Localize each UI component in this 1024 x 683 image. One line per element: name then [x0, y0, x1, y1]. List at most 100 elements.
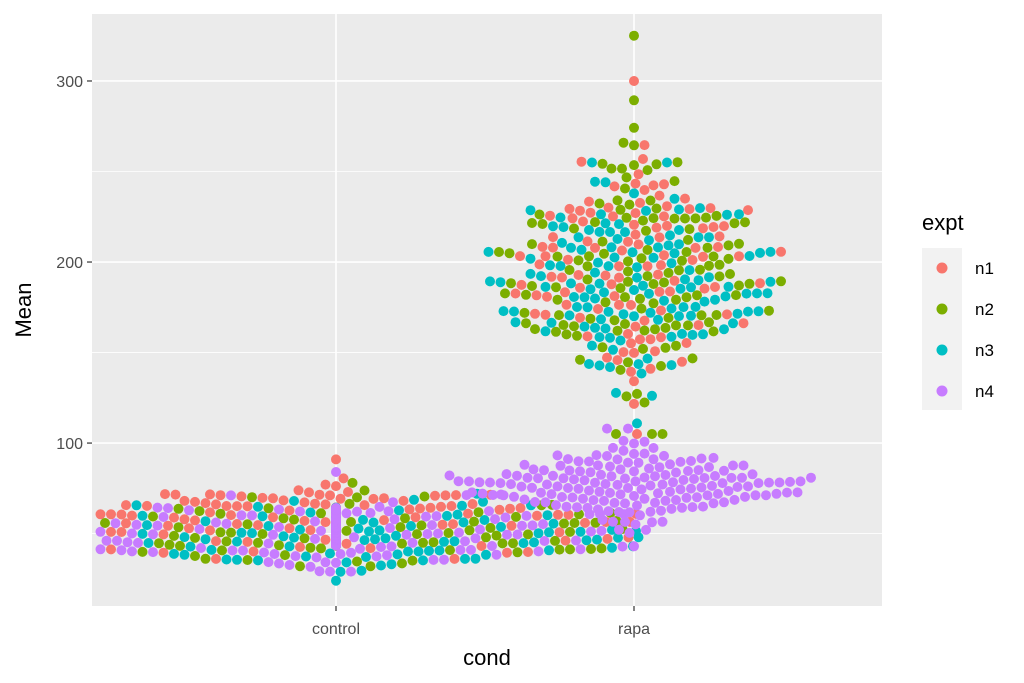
point-n4-rapa: [579, 475, 590, 486]
x-axis-title: cond: [463, 645, 511, 670]
point-n2-rapa: [623, 276, 633, 287]
point-n4-rapa: [750, 490, 761, 501]
point-n2-control: [295, 561, 305, 572]
point-n2-control: [418, 537, 428, 548]
point-n1-control: [398, 495, 409, 506]
legend-label-n3: n3: [975, 341, 994, 360]
point-n3-control: [544, 527, 554, 538]
point-n1-rapa: [542, 291, 552, 302]
point-n3-control: [481, 549, 491, 560]
point-n4-rapa: [464, 476, 474, 487]
point-n4-control: [305, 561, 316, 572]
point-n4-rapa: [633, 457, 644, 468]
point-n3-rapa: [593, 257, 603, 268]
point-n1-rapa: [567, 213, 578, 224]
point-n2-control: [523, 529, 533, 540]
point-n1-control: [440, 490, 451, 501]
point-n3-rapa: [762, 288, 773, 299]
point-n4-control: [127, 528, 137, 539]
point-n4-control: [365, 508, 376, 518]
point-n1-control: [305, 525, 316, 536]
point-n3-rapa: [693, 275, 704, 286]
point-n2-rapa: [687, 353, 698, 364]
point-n1-rapa: [560, 287, 570, 298]
point-n1-control: [121, 518, 131, 529]
point-n4-rapa: [635, 510, 645, 521]
point-n1-rapa: [734, 251, 744, 262]
point-n2-control: [154, 538, 164, 549]
point-n1-rapa: [681, 338, 692, 348]
point-n1-rapa: [614, 299, 624, 310]
point-n1-rapa: [639, 140, 650, 151]
point-n4-rapa: [713, 488, 723, 499]
point-n1-control: [331, 454, 341, 465]
point-n4-rapa: [615, 489, 626, 500]
point-n2-rapa: [672, 157, 683, 168]
point-n3-rapa: [594, 278, 605, 289]
point-n4-control: [158, 512, 169, 522]
point-n4-control: [325, 566, 335, 577]
point-n2-rapa: [620, 292, 630, 303]
point-n4-rapa: [605, 461, 615, 472]
point-n1-rapa: [593, 304, 603, 314]
point-n4-rapa: [567, 492, 578, 503]
point-n1-control: [190, 496, 200, 507]
point-n4-control: [539, 536, 550, 546]
point-n2-control: [485, 522, 496, 533]
point-n4-control: [112, 535, 122, 546]
legend-key-n2: [936, 303, 948, 315]
point-n4-control: [455, 545, 466, 555]
point-n3-rapa: [587, 340, 597, 351]
point-n1-rapa: [575, 205, 585, 216]
point-n1-control: [299, 515, 310, 526]
point-n2-rapa: [552, 251, 563, 262]
point-n3-control: [143, 538, 154, 548]
point-n4-rapa: [719, 497, 729, 508]
point-n4-rapa: [620, 473, 630, 484]
point-n4-rapa: [629, 438, 639, 449]
point-n2-rapa: [597, 342, 608, 353]
point-n1-control: [304, 487, 314, 498]
point-n1-rapa: [623, 328, 633, 339]
point-n4-rapa: [603, 506, 614, 517]
point-n4-control: [371, 551, 382, 562]
point-n4-rapa: [551, 500, 561, 511]
point-n4-control: [196, 543, 206, 553]
point-n1-rapa: [623, 236, 633, 247]
point-n3-control: [137, 510, 148, 521]
point-n4-rapa: [665, 486, 675, 497]
legend-label-n2: n2: [975, 300, 994, 319]
point-n2-control: [428, 537, 439, 548]
point-n1-rapa: [662, 201, 672, 212]
point-n2-control: [137, 546, 148, 557]
point-n4-rapa: [639, 436, 650, 447]
point-n4-control: [95, 544, 106, 555]
point-n1-control: [221, 501, 232, 511]
point-n3-rapa: [675, 283, 686, 294]
point-n4-control: [439, 554, 449, 565]
point-n1-control: [320, 499, 331, 510]
point-n4-control: [491, 549, 502, 560]
point-n1-control: [163, 520, 173, 531]
point-n2-control: [242, 555, 253, 565]
point-n4-rapa: [792, 487, 803, 498]
point-n2-control: [397, 538, 407, 549]
point-n1-control: [560, 535, 571, 546]
point-n2-rapa: [611, 429, 621, 439]
y-tick-label: 200: [56, 255, 83, 272]
point-n4-control: [383, 506, 394, 517]
point-n3-control: [325, 548, 335, 559]
point-n2-rapa: [521, 289, 531, 300]
point-n1-control: [343, 487, 353, 497]
legend-label-n4: n4: [975, 382, 994, 401]
point-n4-rapa: [743, 481, 753, 492]
point-n4-control: [331, 503, 341, 513]
point-n4-rapa: [614, 524, 624, 535]
point-n1-rapa: [515, 251, 525, 262]
point-n4-rapa: [660, 470, 671, 480]
point-n4-rapa: [657, 479, 668, 490]
point-n2-rapa: [606, 163, 617, 174]
point-n1-rapa: [680, 193, 690, 204]
point-n4-rapa: [602, 423, 612, 434]
